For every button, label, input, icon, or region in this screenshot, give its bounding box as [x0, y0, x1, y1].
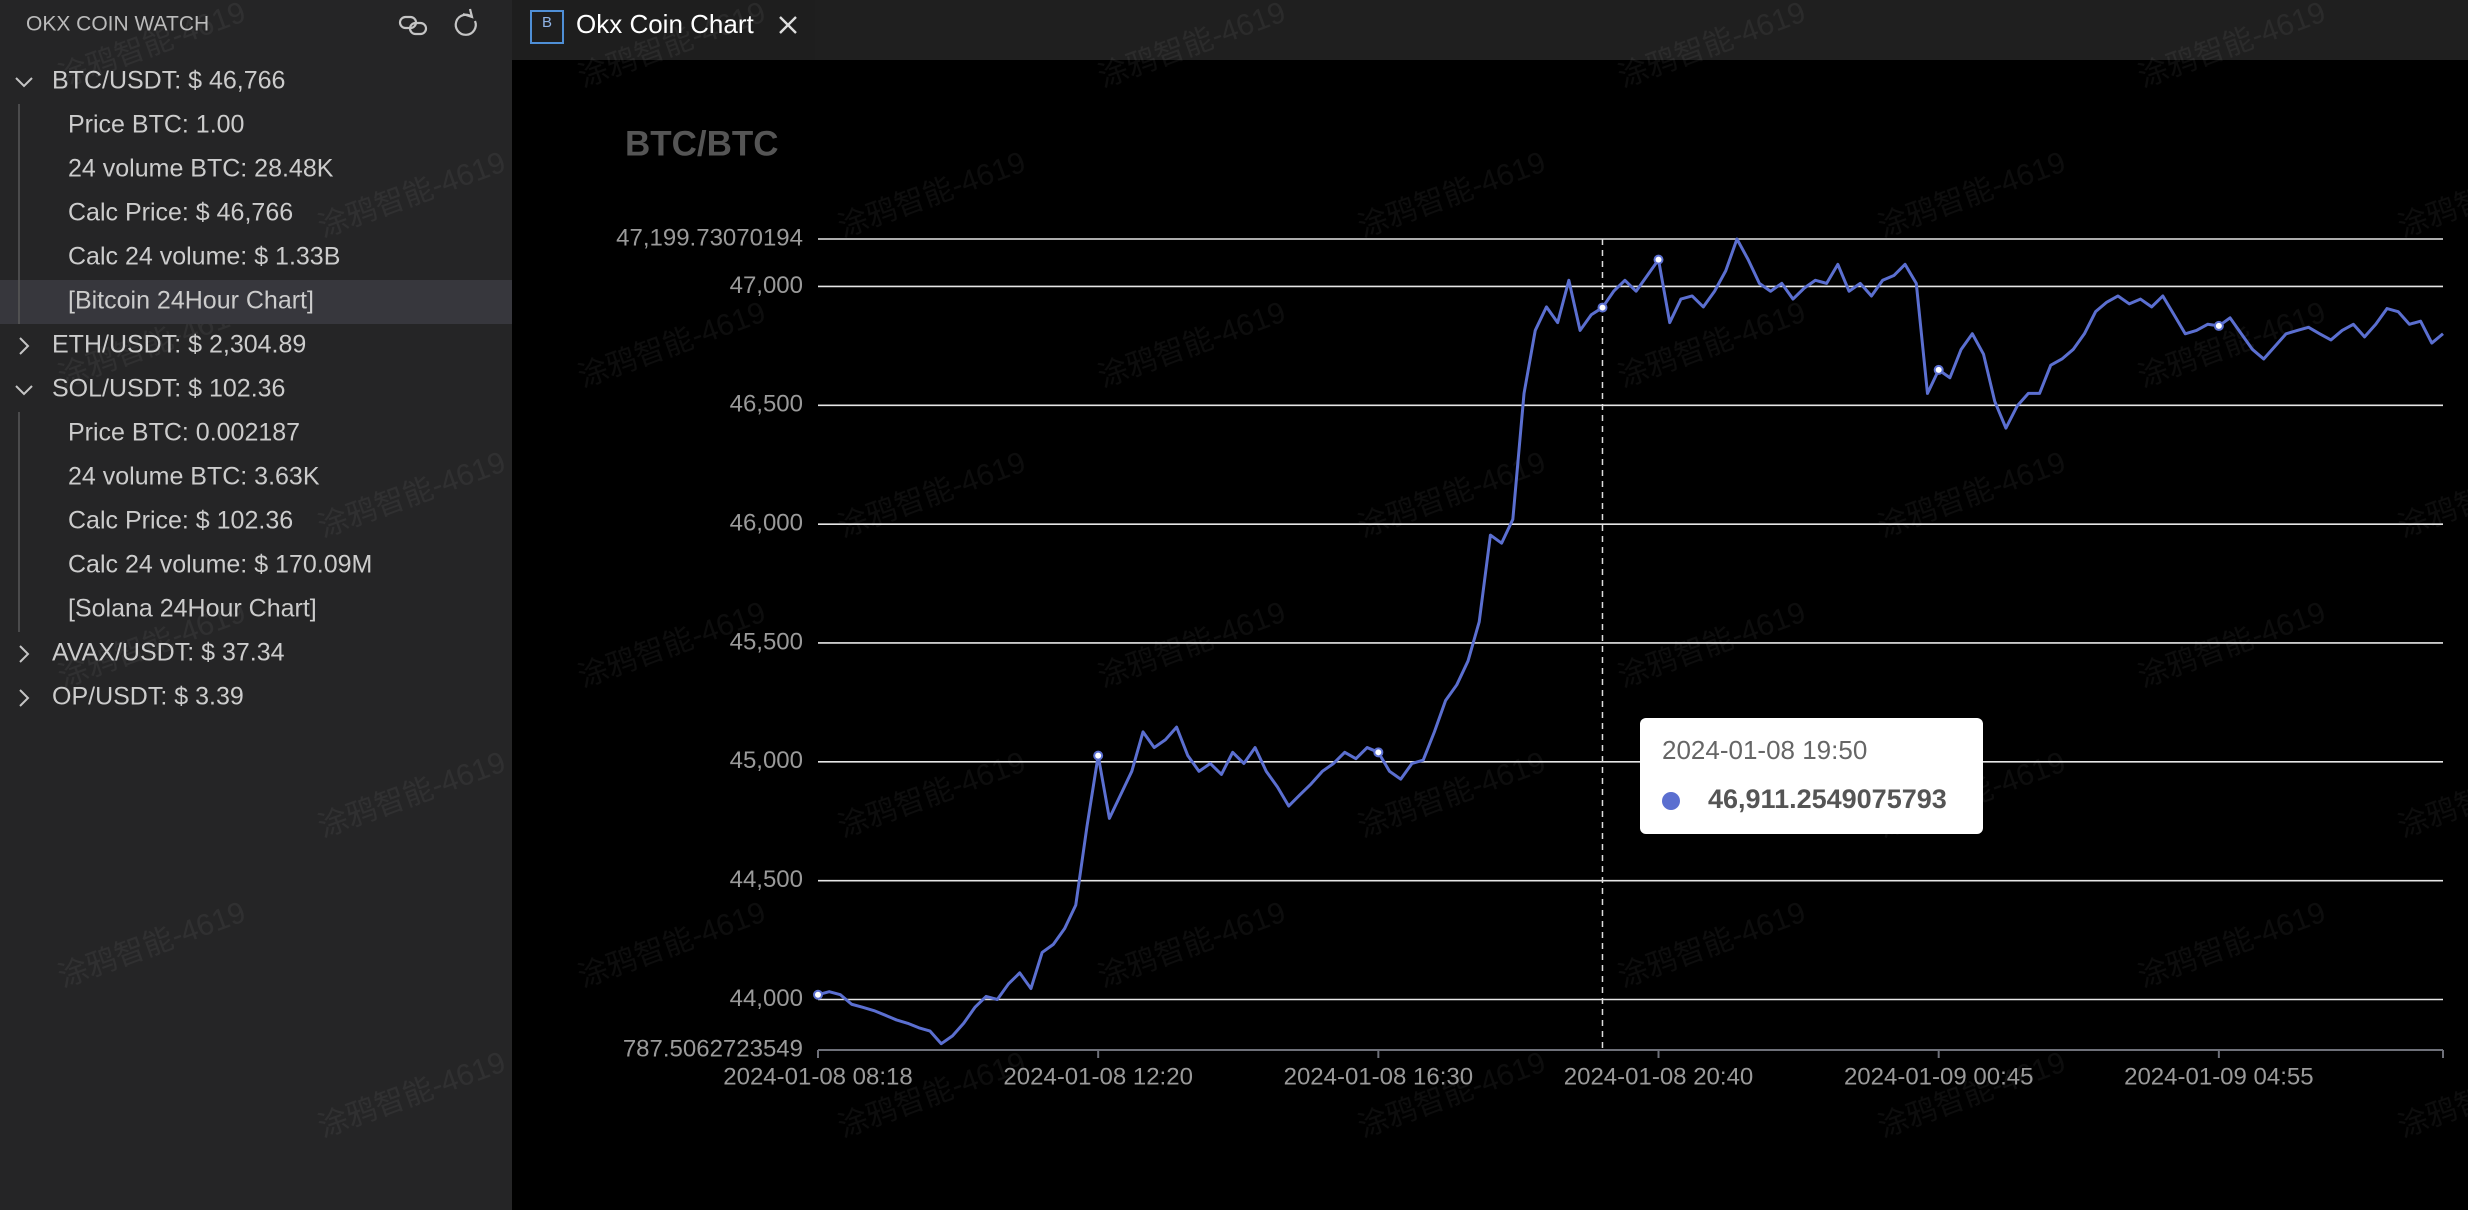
refresh-button[interactable] — [454, 8, 477, 36]
tree-child[interactable]: Price BTC: 1.00 — [68, 111, 244, 139]
tree-item[interactable]: SOL/USDT: $ 102.36 — [52, 375, 285, 403]
y-tick-label: 47,199.73070194 — [616, 224, 803, 251]
tree-child[interactable]: Calc 24 volume: $ 170.09M — [68, 551, 372, 579]
tree-item[interactable]: ETH/USDT: $ 2,304.89 — [52, 331, 306, 359]
y-tick-label: 46,500 — [730, 391, 803, 418]
tooltip-dot — [1662, 792, 1680, 810]
point-marker — [1597, 302, 1608, 313]
x-tick-label: 2024-01-08 08:18 — [723, 1063, 913, 1090]
tree-child[interactable]: Price BTC: 0.002187 — [68, 419, 300, 447]
tree-chevron[interactable] — [19, 689, 30, 707]
tooltip: 2024-01-08 19:50 46,911.2549075793 — [1640, 718, 1983, 834]
tree-item[interactable]: AVAX/USDT: $ 37.34 — [52, 639, 285, 667]
tooltip-label: 2024-01-08 19:50 — [1662, 735, 1867, 765]
tooltip-value: 46,911.2549075793 — [1708, 784, 1947, 814]
tree-chevron[interactable] — [19, 645, 30, 663]
x-tick-label: 2024-01-08 12:20 — [1003, 1063, 1193, 1090]
point-marker — [1093, 750, 1104, 761]
point-marker — [1653, 254, 1664, 265]
x-tick-label: 2024-01-08 20:40 — [1564, 1063, 1754, 1090]
y-tick-label: 47,000 — [730, 272, 803, 299]
sidebar — [0, 0, 512, 1210]
x-tick-label: 2024-01-09 00:45 — [1844, 1063, 2034, 1090]
tree-child[interactable]: Calc 24 volume: $ 1.33B — [68, 243, 340, 271]
x-tick-label: 2024-01-08 16:30 — [1284, 1063, 1474, 1090]
tree-chevron[interactable] — [15, 77, 33, 88]
tree-child[interactable]: Calc Price: $ 46,766 — [68, 199, 293, 227]
y-tick-label: 787.5062723549 — [623, 1035, 803, 1062]
tab-icon-frame — [530, 10, 564, 44]
tree-child[interactable]: [Bitcoin 24Hour Chart] — [68, 287, 314, 315]
tree-chevron[interactable] — [19, 337, 30, 355]
chart-area — [512, 60, 2468, 1210]
tree-item[interactable]: BTC/USDT: $ 46,766 — [52, 67, 285, 95]
selected-row — [0, 280, 512, 324]
tab-label[interactable]: Okx Coin Chart — [576, 9, 754, 39]
tab-icon: B — [542, 14, 552, 31]
point-marker — [813, 989, 823, 1000]
y-tick-label: 45,000 — [730, 747, 803, 774]
tree-chevron[interactable] — [15, 385, 33, 396]
tree-child[interactable]: 24 volume BTC: 28.48K — [68, 155, 334, 183]
price-line — [817, 237, 2444, 1046]
point-marker — [1373, 747, 1384, 758]
tree-item[interactable]: OP/USDT: $ 3.39 — [52, 683, 244, 711]
x-tick-label: 2024-01-09 04:55 — [2124, 1063, 2314, 1090]
point-marker — [2213, 320, 2224, 331]
tree-child[interactable]: 24 volume BTC: 3.63K — [68, 463, 320, 491]
y-tick-label: 46,000 — [730, 509, 803, 536]
y-tick-label: 44,000 — [730, 985, 803, 1012]
chart-title: BTC/BTC — [625, 124, 779, 163]
y-tick-label: 44,500 — [730, 866, 803, 893]
point-marker — [1933, 364, 1944, 375]
sidebar-title: OKX COIN WATCH — [26, 13, 209, 36]
link-button[interactable] — [398, 15, 428, 36]
tree-child[interactable]: [Solana 24Hour Chart] — [68, 595, 317, 623]
tooltip-box — [1640, 718, 1983, 834]
y-tick-label: 45,500 — [730, 628, 803, 655]
tab-bar — [512, 0, 2468, 60]
tree-child[interactable]: Calc Price: $ 102.36 — [68, 507, 293, 535]
tab-close[interactable] — [779, 16, 797, 34]
sidebar-actions — [398, 8, 477, 36]
